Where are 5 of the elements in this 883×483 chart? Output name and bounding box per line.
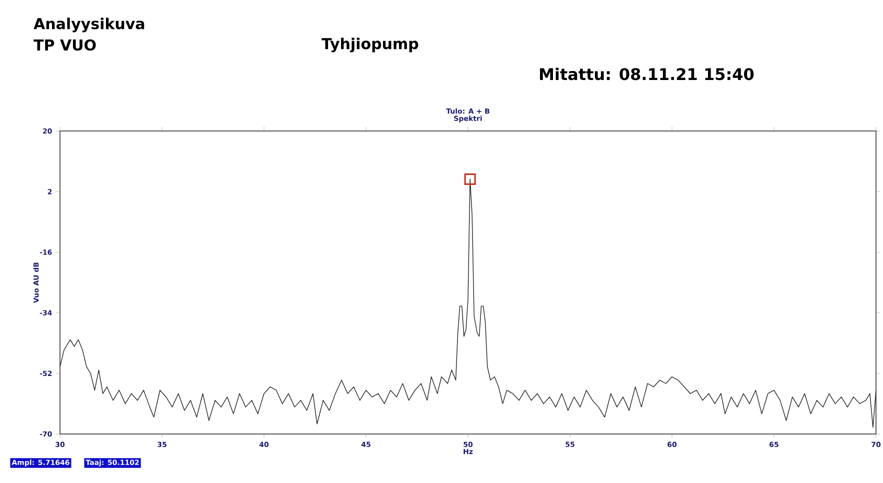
chart-subtitle: TP VUO xyxy=(34,39,96,51)
chart-title: Analyysikuva xyxy=(34,18,144,32)
line-series xyxy=(60,178,876,428)
text: Mitattu: 08.11.21 15:40 xyxy=(540,68,754,80)
text: Tyhjiopump xyxy=(322,38,418,52)
